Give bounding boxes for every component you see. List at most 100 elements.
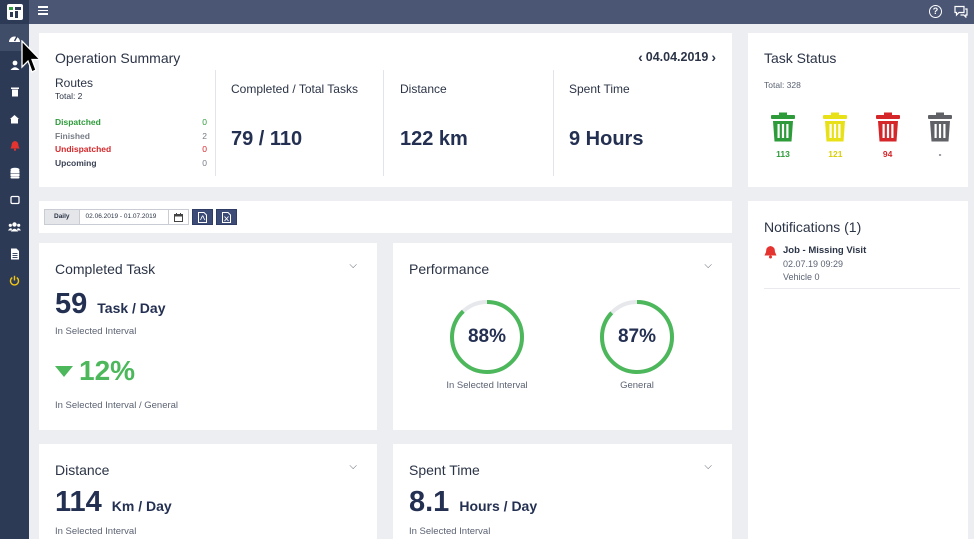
completed-task-card: Completed Task ⌵ 59 Task / Day In Select… [39, 243, 377, 430]
previous-date-chevron-icon[interactable]: ‹ [638, 49, 643, 65]
sidebar [0, 0, 29, 539]
spent-time-rate: 8.1 Hours / Day [409, 486, 537, 519]
calendar-button[interactable] [168, 209, 189, 225]
distance-unit: Km / Day [111, 498, 172, 514]
chat-icon[interactable] [954, 5, 968, 18]
logo-icon [6, 4, 23, 20]
menu-icon[interactable] [38, 6, 48, 16]
bin-green[interactable]: 113 [769, 112, 797, 159]
mouse-cursor-icon [21, 40, 41, 73]
operation-summary-card: Operation Summary ‹ 04.04.2019 › Routes … [39, 33, 732, 187]
route-status-count: 0 [202, 144, 207, 154]
users-icon [8, 222, 21, 232]
document-icon [10, 248, 19, 259]
performance-general-gauge: 87% [598, 298, 676, 376]
divider [383, 70, 384, 176]
list-item: Upcoming 0 [55, 158, 207, 172]
pdf-export-icon [197, 211, 207, 223]
completed-task-rate: 59 Task / Day [55, 288, 166, 321]
bin-yellow[interactable]: 121 [821, 112, 849, 159]
spent-time-card-value: 8.1 [409, 486, 450, 518]
collapse-chevron-icon[interactable]: ⌵ [349, 260, 357, 271]
performance-selected-gauge: 88% [448, 298, 526, 376]
completed-task-change-value: 12% [79, 355, 136, 386]
notifications-title: Notifications (1) [764, 219, 862, 235]
completed-task-change-label: In Selected Interval / General [55, 400, 179, 411]
route-status-count: 0 [202, 117, 207, 127]
route-status-label: Upcoming [55, 157, 97, 168]
period-select[interactable]: Daily [44, 209, 80, 225]
sidebar-item-logout[interactable] [0, 267, 29, 294]
gauge-ring [450, 300, 524, 374]
distance-value: 114 [55, 486, 102, 518]
excel-export-button[interactable] [215, 209, 237, 225]
user-location-icon [10, 60, 19, 70]
performance-title: Performance [409, 261, 490, 277]
distance-title: Distance [55, 462, 110, 478]
route-status-label: Finished [55, 130, 90, 141]
help-icon[interactable]: ? [929, 5, 942, 18]
bin-red[interactable]: 94 [874, 112, 902, 159]
filter-bar: Daily 02.06.2019 - 01.07.2019 [39, 201, 732, 233]
task-status-bins: 113 121 94 - [769, 112, 954, 159]
completed-total-value: 79 / 110 [231, 128, 303, 150]
spent-time-card-unit: Hours / Day [459, 498, 538, 514]
task-status-card: Task Status Total: 328 113 121 94 - [748, 33, 968, 187]
gauge-ring [600, 300, 674, 374]
collapse-chevron-icon[interactable]: ⌵ [704, 461, 712, 472]
date-range-input[interactable]: 02.06.2019 - 01.07.2019 [79, 209, 169, 225]
trash-bin-icon [927, 112, 952, 142]
distance-value: 122 km [400, 128, 468, 150]
top-bar: ? [29, 0, 974, 24]
performance-selected-value: 88% [467, 326, 507, 347]
sidebar-item-database[interactable] [0, 159, 29, 186]
completed-total-stat: Completed / Total Tasks 79 / 110 [231, 82, 358, 151]
current-date: 04.04.2019 [645, 50, 709, 64]
divider [553, 70, 554, 176]
list-item: Dispatched 0 [55, 117, 207, 131]
sidebar-item-user-location[interactable] [0, 51, 29, 78]
notifications-card: Notifications (1) Job - Missing Visit 02… [748, 201, 968, 539]
collapse-chevron-icon[interactable]: ⌵ [349, 461, 357, 472]
bin-green-count: 113 [776, 149, 790, 159]
square-icon [9, 195, 20, 204]
spent-time-title: Spent Time [409, 462, 480, 478]
sidebar-item-trash[interactable] [0, 78, 29, 105]
bin-red-count: 94 [882, 149, 893, 159]
completed-task-title: Completed Task [55, 261, 156, 277]
performance-general-value: 87% [617, 326, 657, 347]
distance-rate: 114 Km / Day [55, 486, 172, 519]
trash-icon [10, 87, 19, 97]
sidebar-item-square[interactable] [0, 186, 29, 213]
bin-yellow-count: 121 [828, 149, 843, 159]
spent-time-interval-label: In Selected Interval [409, 526, 491, 537]
routes-total: Total: 2 [55, 91, 83, 101]
notification-title: Job - Missing Visit [783, 245, 867, 256]
distance-stat: Distance 122 km [400, 82, 468, 151]
home-icon [10, 114, 19, 123]
completed-task-unit: Task / Day [97, 300, 166, 316]
routes-status-list: Dispatched 0 Finished 2 Undispatched 0 Upco… [55, 117, 207, 171]
completed-total-label: Completed / Total Tasks [231, 82, 358, 96]
notification-item[interactable]: Job - Missing Visit 02.07.19 09:29 Vehic… [764, 245, 960, 289]
sidebar-item-home[interactable] [0, 105, 29, 132]
notification-vehicle: Vehicle 0 [783, 272, 820, 282]
collapse-chevron-icon[interactable]: ⌵ [704, 260, 712, 271]
power-icon [9, 275, 20, 286]
triangle-down-icon [55, 365, 73, 377]
spent-time-value: 9 Hours [569, 128, 644, 150]
app-logo[interactable] [0, 0, 29, 24]
route-status-label: Undispatched [55, 144, 112, 154]
task-status-total: Total: 328 [764, 80, 801, 90]
task-status-title: Task Status [764, 50, 837, 66]
bin-gray-count: - [938, 149, 942, 159]
sidebar-item-alerts[interactable] [0, 132, 29, 159]
bell-icon [764, 246, 777, 259]
sidebar-item-users[interactable] [0, 213, 29, 240]
sidebar-item-reports[interactable] [0, 240, 29, 267]
next-date-chevron-icon[interactable]: › [711, 49, 716, 65]
route-status-count: 2 [202, 130, 207, 141]
completed-task-change: 12% [55, 355, 135, 387]
bin-gray[interactable]: - [926, 112, 954, 159]
pdf-export-button[interactable] [191, 209, 213, 225]
